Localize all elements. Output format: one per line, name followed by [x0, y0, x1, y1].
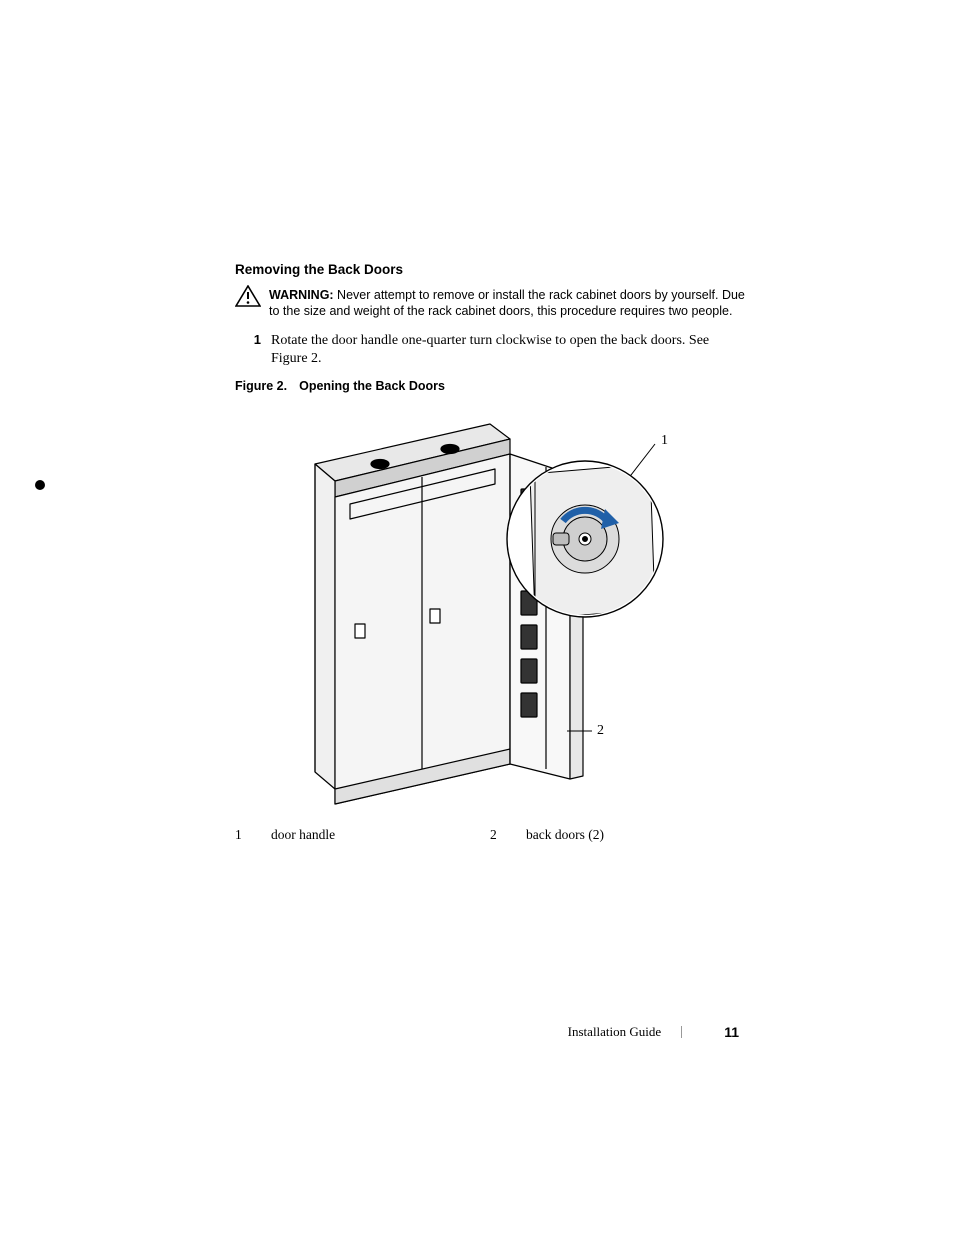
figure-title: Opening the Back Doors	[299, 379, 445, 393]
legend-item: 2 back doors (2)	[490, 827, 745, 843]
warning-body: Never attempt to remove or install the r…	[269, 288, 745, 318]
page-footer: Installation Guide 11	[568, 1024, 739, 1040]
legend-item: 1 door handle	[235, 827, 490, 843]
warning-label: WARNING:	[269, 288, 334, 302]
warning-block: WARNING: Never attempt to remove or inst…	[235, 287, 745, 320]
figure-diagram: 1 2	[235, 409, 745, 809]
step-number: 1	[235, 332, 261, 347]
callout-1: 1	[661, 433, 668, 449]
legend-text: back doors (2)	[526, 827, 604, 843]
figure-label: Figure 2.	[235, 379, 287, 393]
figure-legend: 1 door handle 2 back doors (2)	[235, 827, 745, 843]
hole-punch-dot	[35, 480, 45, 490]
step-block: 1 Rotate the door handle one-quarter tur…	[235, 332, 745, 370]
warning-text: WARNING: Never attempt to remove or inst…	[269, 287, 745, 320]
warning-icon	[235, 285, 261, 312]
footer-title: Installation Guide	[568, 1024, 662, 1040]
legend-num: 2	[490, 827, 510, 843]
page-content: Removing the Back Doors WARNING: Never a…	[235, 262, 745, 843]
section-heading: Removing the Back Doors	[235, 262, 745, 277]
figure-caption: Figure 2. Opening the Back Doors	[235, 379, 745, 393]
legend-text: door handle	[271, 827, 335, 843]
step-text: Rotate the door handle one-quarter turn …	[271, 332, 745, 370]
legend-num: 1	[235, 827, 255, 843]
callout-2: 2	[597, 723, 604, 739]
footer-separator	[681, 1026, 682, 1038]
footer-page-number: 11	[724, 1024, 739, 1040]
